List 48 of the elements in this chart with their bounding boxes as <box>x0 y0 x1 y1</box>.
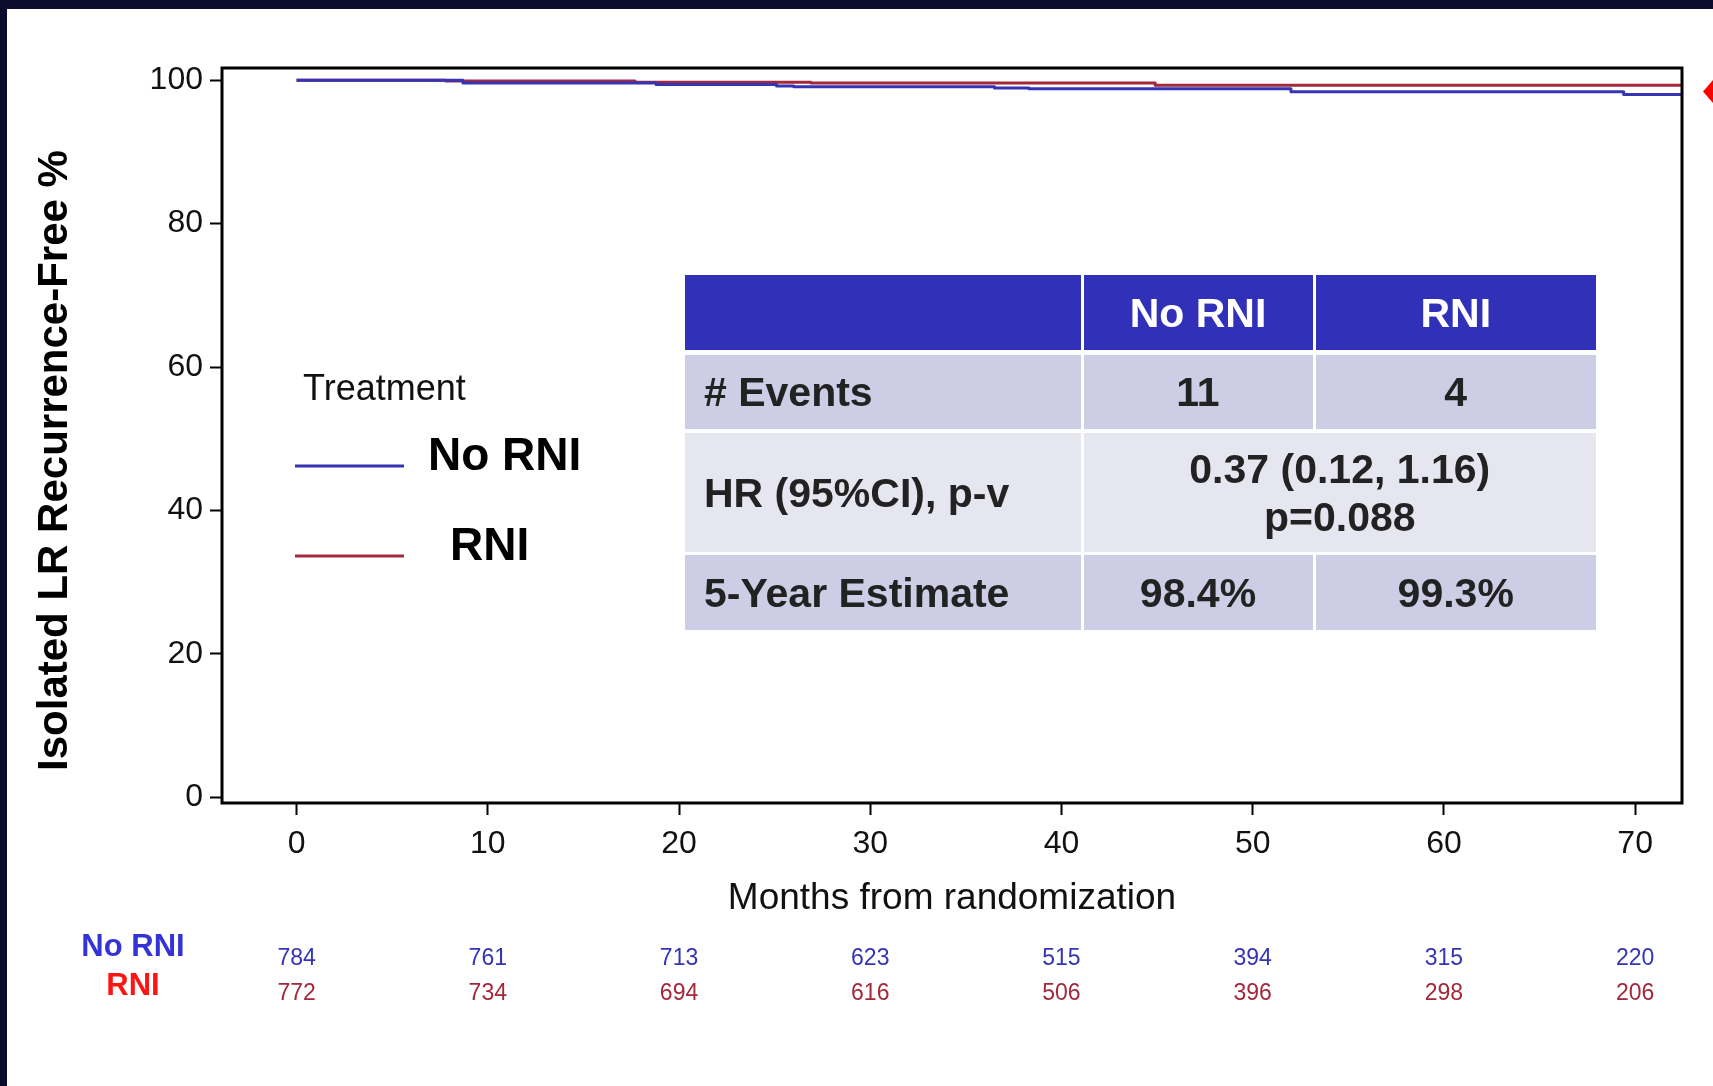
text: No RNI <box>81 927 185 963</box>
text: 206 <box>1615 979 1655 1006</box>
text: 506 <box>1042 979 1081 1006</box>
y-tick-label: 20 <box>167 633 203 670</box>
legend-label: RNI <box>450 517 530 570</box>
annotation: 4 <box>1444 368 1468 416</box>
text: 713 <box>659 944 699 971</box>
text: 394 <box>1233 944 1273 971</box>
y-tick-label: 80 <box>167 203 203 240</box>
annotation: 99.3% <box>1397 568 1514 617</box>
annotation: HR (95%CI), p-v <box>704 468 1010 517</box>
annotation: No RNI <box>1129 288 1267 337</box>
text: 772 <box>277 979 316 1006</box>
legend-title: Treatment <box>303 366 466 408</box>
text: 396 <box>1233 979 1272 1006</box>
x-tick-label: 20 <box>661 824 697 861</box>
x-tick-label: 0 <box>287 824 306 861</box>
y-tick-label: 0 <box>185 777 203 814</box>
annotation: 5-Year Estimate <box>704 568 1010 617</box>
annotation: p=0.088 <box>1263 492 1416 541</box>
text: 694 <box>659 979 699 1006</box>
y-tick-label: 100 <box>149 60 203 97</box>
legend-label: No RNI <box>428 427 582 480</box>
text: 220 <box>1615 944 1655 971</box>
y-axis-title: Isolated LR Recurrence-Free % <box>28 150 76 771</box>
x-tick-label: 40 <box>1043 824 1080 861</box>
x-tick-label: 30 <box>852 824 889 861</box>
text: 515 <box>1042 944 1081 971</box>
y-tick-label: 40 <box>167 490 203 527</box>
text: 315 <box>1424 944 1464 971</box>
x-axis-title: Months from randomization <box>727 876 1177 917</box>
annotation: 0.37 (0.12, 1.16) <box>1189 444 1491 493</box>
annotation: 98.4% <box>1139 568 1257 617</box>
x-tick-label: 50 <box>1234 824 1271 861</box>
annotation: # Events <box>704 368 873 416</box>
y-tick-label: 60 <box>167 346 203 383</box>
text: 734 <box>468 979 508 1006</box>
text: 616 <box>851 979 890 1006</box>
text: 298 <box>1424 979 1464 1006</box>
annotation: 11 <box>1176 368 1220 416</box>
text: 623 <box>851 944 890 971</box>
x-tick-label: 70 <box>1617 824 1653 861</box>
annotation: RNI <box>1420 288 1492 337</box>
text: 761 <box>468 944 507 971</box>
text: RNI <box>106 966 160 1002</box>
x-tick-label: 10 <box>470 824 506 861</box>
x-tick-label: 60 <box>1426 824 1462 861</box>
text: 784 <box>277 944 316 971</box>
